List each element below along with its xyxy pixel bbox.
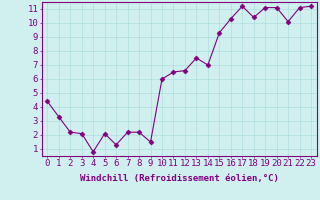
X-axis label: Windchill (Refroidissement éolien,°C): Windchill (Refroidissement éolien,°C): [80, 174, 279, 183]
